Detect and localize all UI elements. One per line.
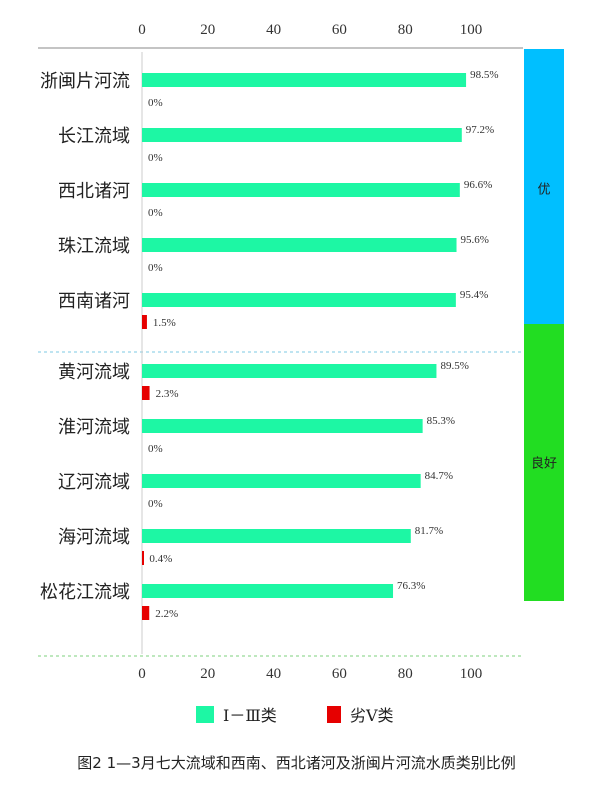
data-label-i-iii: 98.5%: [470, 69, 498, 81]
x-tick-label-bottom: 40: [266, 666, 281, 682]
data-label-inferior-v: 2.2%: [155, 608, 178, 620]
data-label-inferior-v: 2.3%: [156, 388, 179, 400]
legend-swatch-inferior-v: [327, 706, 341, 723]
group-band: [524, 49, 564, 328]
data-label-i-iii: 96.6%: [464, 179, 492, 191]
bar-i-iii: [142, 183, 460, 197]
category-label: 辽河流域: [58, 472, 130, 493]
data-label-inferior-v: 0%: [148, 443, 163, 455]
category-label: 淮河流域: [58, 417, 130, 438]
data-label-i-iii: 95.4%: [460, 289, 488, 301]
x-tick-label-bottom: 20: [200, 666, 215, 682]
bar-i-iii: [142, 364, 437, 378]
bar-inferior-v: [142, 315, 147, 329]
bar-inferior-v: [142, 551, 144, 565]
category-label: 松花江流域: [40, 582, 130, 603]
legend-swatch-i-iii: [196, 706, 214, 723]
data-label-inferior-v: 0%: [148, 498, 163, 510]
category-label: 黄河流域: [58, 362, 130, 383]
data-label-i-iii: 89.5%: [440, 360, 468, 372]
x-tick-label-bottom: 60: [332, 666, 347, 682]
category-label: 长江流域: [58, 126, 130, 147]
x-tick-label-top: 20: [200, 22, 215, 38]
bar-i-iii: [142, 474, 421, 488]
data-label-i-iii: 97.2%: [466, 124, 494, 136]
data-label-inferior-v: 0%: [148, 97, 163, 109]
data-label-i-iii: 76.3%: [397, 580, 425, 592]
bar-i-iii: [142, 419, 423, 433]
group-band-label: 优: [537, 183, 550, 198]
bar-i-iii: [142, 238, 457, 252]
legend-label-i-iii: Ⅰ－Ⅲ类: [223, 706, 277, 725]
x-tick-label-top: 100: [460, 22, 483, 38]
legend-label-inferior-v: 劣Ⅴ类: [350, 706, 394, 725]
group-band-label: 良好: [531, 456, 557, 472]
x-tick-label-top: 80: [398, 22, 413, 38]
bar-i-iii: [142, 293, 456, 307]
bar-i-iii: [142, 529, 411, 543]
data-label-i-iii: 85.3%: [427, 415, 455, 427]
category-label: 海河流域: [58, 527, 130, 548]
data-label-i-iii: 95.6%: [461, 234, 489, 246]
x-tick-label-bottom: 100: [460, 666, 483, 682]
bar-inferior-v: [142, 386, 150, 400]
bar-inferior-v: [142, 606, 150, 620]
category-label: 西北诸河: [58, 181, 130, 202]
data-label-inferior-v: 0%: [148, 207, 163, 219]
data-label-i-iii: 84.7%: [425, 470, 453, 482]
category-label: 浙闽片河流: [40, 71, 130, 92]
figure-caption: 图2 1—3月七大流域和西南、西北诸河及浙闽片河流水质类别比例: [77, 754, 516, 772]
x-tick-label-top: 40: [266, 22, 281, 38]
data-label-inferior-v: 1.5%: [153, 317, 176, 329]
data-label-inferior-v: 0%: [148, 262, 163, 274]
data-label-inferior-v: 0.4%: [149, 553, 172, 565]
category-label: 西南诸河: [58, 291, 130, 312]
bar-i-iii: [142, 128, 462, 142]
x-tick-label-bottom: 0: [138, 666, 146, 682]
category-label: 珠江流域: [58, 236, 130, 257]
x-tick-label-top: 60: [332, 22, 347, 38]
group-band: [524, 324, 564, 601]
x-tick-label-top: 0: [138, 22, 146, 38]
data-label-inferior-v: 0%: [148, 152, 163, 164]
bar-i-iii: [142, 584, 394, 598]
bar-chart: 0 0 20 20 40 40 60 60 80 80 100 100 优良好 浙闽片河流 98.5% 0% 长…: [38, 22, 564, 725]
bar-i-iii: [142, 73, 467, 87]
x-tick-label-bottom: 80: [398, 666, 413, 682]
data-label-i-iii: 81.7%: [415, 525, 443, 537]
